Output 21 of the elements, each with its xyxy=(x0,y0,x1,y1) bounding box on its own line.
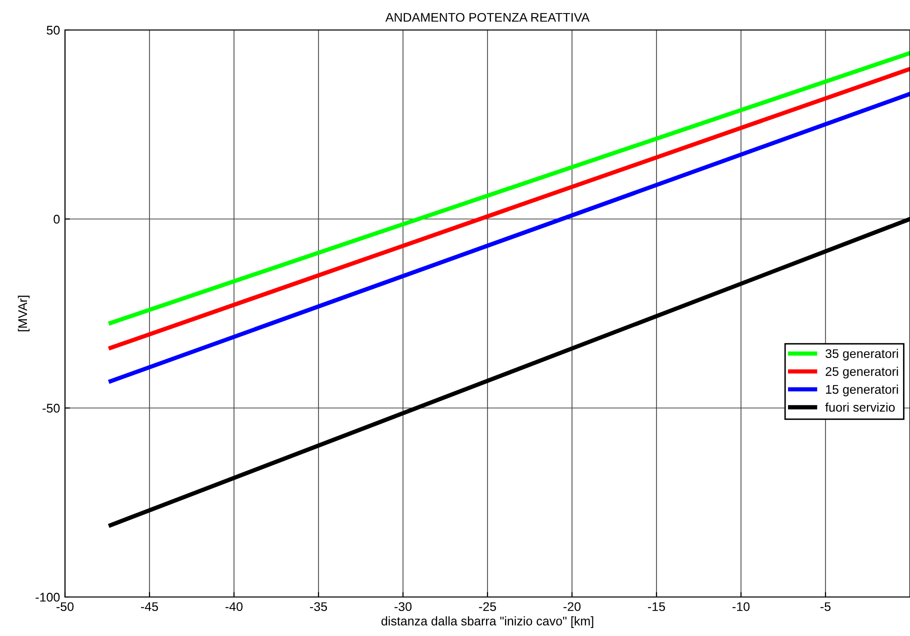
y-axis-title: [MVAr] xyxy=(18,296,30,332)
x-tick-label: -10 xyxy=(732,602,750,612)
x-tick-label: -30 xyxy=(394,602,412,612)
y-tick-label: -50 xyxy=(42,404,60,413)
legend-label: 25 generatori xyxy=(826,366,898,378)
chart-title: ANDAMENTO POTENZA REATTIVA xyxy=(385,12,590,22)
y-tick-label: -100 xyxy=(36,592,60,602)
legend-label: 15 generatori xyxy=(826,384,898,396)
x-axis-title: distanza dalla sbarra "inizio cavo" [km] xyxy=(381,616,594,628)
legend-label: fuori servizio xyxy=(825,402,895,412)
legend-label: 35 generatori xyxy=(826,348,898,361)
y-tick-label: 50 xyxy=(46,26,60,35)
x-tick-label: -15 xyxy=(648,602,666,612)
x-tick-label: -40 xyxy=(226,602,243,612)
x-tick-label: -20 xyxy=(564,602,581,612)
x-tick-label: -50 xyxy=(56,602,74,612)
x-tick-label: -25 xyxy=(479,602,496,612)
x-tick-label: -45 xyxy=(141,602,158,612)
x-tick-label: -35 xyxy=(310,602,328,612)
y-tick-label: 0 xyxy=(54,214,60,224)
x-tick-label: -5 xyxy=(820,602,831,612)
